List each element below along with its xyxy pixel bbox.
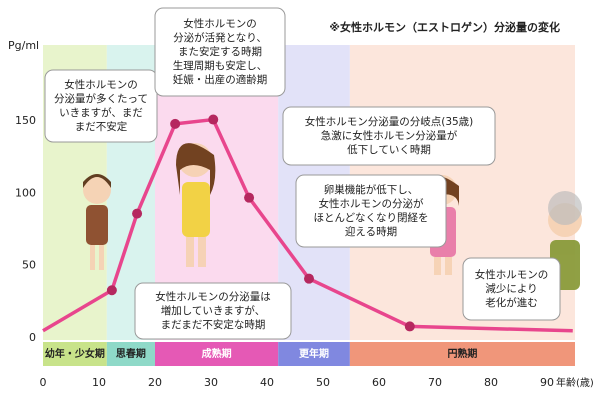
x-tick-label: 0 (40, 376, 47, 389)
data-point (244, 192, 255, 203)
annotation-text: 女性ホルモンの (64, 78, 138, 91)
annotation-text: 急激に女性ホルモン分泌量が (321, 129, 458, 142)
x-tick-label: 90 (540, 376, 554, 389)
annotation-text: 女性ホルモンの分泌量は (155, 290, 271, 303)
callout-box (295, 174, 447, 248)
stage-label: 円熟期 (447, 347, 477, 360)
callout-box (134, 282, 292, 340)
x-tick-label: 10 (92, 376, 106, 389)
x-tick-label: 80 (484, 376, 498, 389)
annotation-text: 生理周期も安定し、 (173, 59, 268, 72)
y-tick-label: 150 (15, 114, 36, 127)
annotation-text: 女性ホルモンの分泌が (319, 197, 424, 210)
annotation-text: 低下していく時期 (347, 143, 431, 156)
x-tick-label: 70 (428, 376, 442, 389)
data-point (404, 321, 415, 332)
stage-label: 更年期 (299, 347, 329, 360)
y-axis-label: Pg/ml (8, 39, 39, 52)
stage-bar (349, 342, 575, 366)
y-tick-label: 0 (29, 331, 36, 344)
stage-bar (106, 342, 155, 366)
annotation-text: 減少により (485, 282, 537, 295)
annotation-text: 増加していきますが、 (161, 304, 265, 317)
x-tick-label: 50 (316, 376, 330, 389)
chart-title: ※女性ホルモン（エストロゲン）分泌量の変化 (329, 20, 560, 34)
annotation-text: 女性ホルモンの (475, 268, 549, 281)
stage-bar (278, 342, 350, 366)
callout-box (462, 257, 561, 321)
annotation-text: まだ不安定 (75, 120, 128, 133)
stage-bar (155, 342, 279, 366)
annotation-text: 女性ホルモン分泌量の分岐点(35歳) (305, 115, 474, 128)
y-tick-label: 50 (22, 259, 36, 272)
data-point (132, 208, 143, 219)
stage-bar (43, 342, 107, 366)
callout-box (282, 106, 496, 166)
stage-label: 幼年・少女期 (45, 347, 105, 360)
stage-label: 成熟期 (202, 347, 232, 360)
stage-label: 思春期 (116, 347, 146, 360)
data-point (304, 273, 314, 284)
callout-box (44, 69, 158, 143)
annotation-text: 妊娠・出産の適齢期 (173, 73, 268, 86)
annotation-text: ほとんどなくなり閉経を (314, 211, 429, 224)
x-tick-label: 40 (260, 376, 274, 389)
annotation-text: まだまだ不安定な時期 (161, 318, 266, 331)
figure-woman (176, 143, 216, 267)
annotation-text: 老化が進む (485, 296, 538, 309)
data-point (208, 114, 219, 125)
data-point (170, 118, 181, 129)
figure-girl (83, 174, 111, 270)
x-tick-label: 20 (148, 376, 162, 389)
annotation-text: いきますが、まだ (59, 106, 143, 119)
x-tick-label: 60 (372, 376, 386, 389)
annotation-text: 分泌が活発となり、 (173, 31, 267, 44)
annotation-text: また安定する時期 (178, 45, 262, 58)
y-tick-label: 100 (15, 186, 36, 199)
callout-box (154, 7, 286, 97)
data-point (106, 285, 117, 296)
annotation-text: 卵巣機能が低下し、 (324, 183, 419, 196)
annotation-text: 迎える時期 (345, 226, 397, 238)
annotation-text: 女性ホルモンの (183, 17, 257, 30)
annotation-text: 分泌量が多くたって (54, 92, 148, 105)
x-axis-label: 年齢(歳) (556, 376, 594, 389)
x-tick-label: 30 (204, 376, 218, 389)
